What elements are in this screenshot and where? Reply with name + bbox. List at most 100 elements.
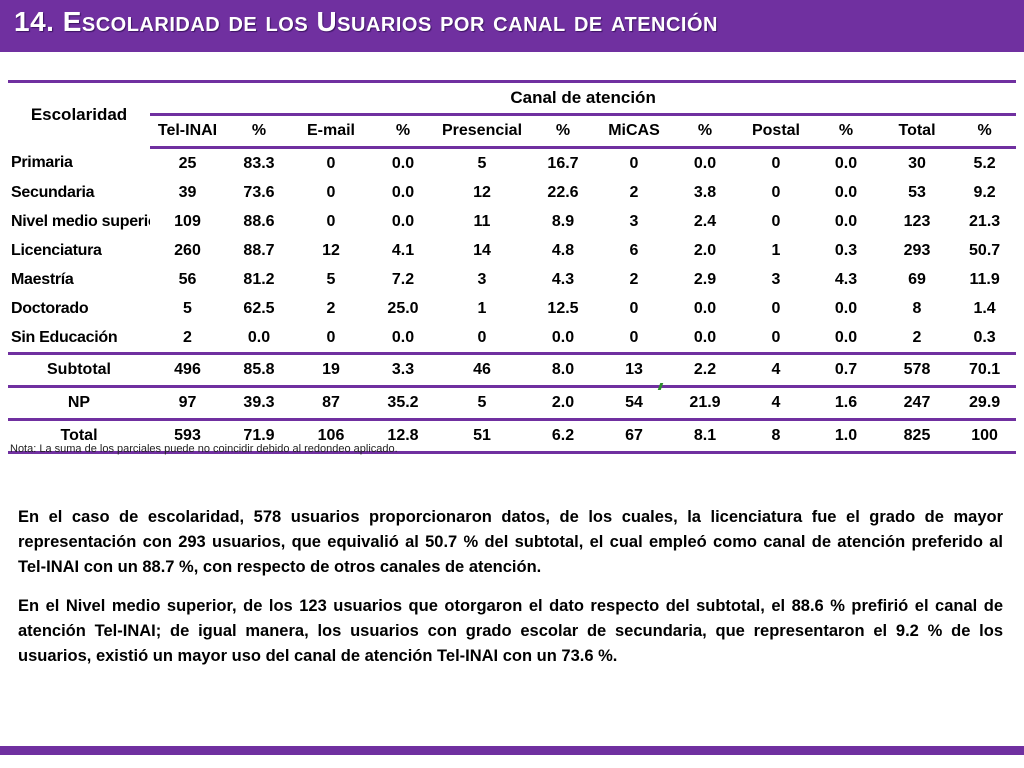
- table-cell: 8: [741, 418, 811, 454]
- table-cell: 100: [953, 418, 1017, 454]
- table-cell: 0.0: [834, 183, 858, 201]
- table-cell: 2.0: [527, 385, 599, 420]
- table-cell: 73.6: [243, 183, 275, 201]
- column-header: Tel-INAI: [150, 113, 225, 149]
- table-cell: 12: [322, 241, 340, 259]
- table-cell: 6: [629, 241, 639, 259]
- table-cell: 39: [178, 183, 197, 201]
- table-cell: 3: [477, 270, 487, 288]
- row-label: NP: [8, 385, 150, 420]
- table-cell: 4.8: [551, 241, 575, 259]
- table-cell: 0: [629, 299, 639, 317]
- table-cell: 7.2: [391, 270, 415, 288]
- table-cell: 5.2: [973, 154, 996, 172]
- table-cell: 12.5: [547, 299, 579, 317]
- column-header: %: [953, 113, 1017, 149]
- table-cell: 3: [629, 212, 639, 230]
- table-cell: 2: [183, 328, 192, 346]
- table-cell: 496: [150, 352, 225, 387]
- table-cell: 14: [473, 241, 491, 259]
- table-cell: 67: [599, 418, 669, 454]
- table-body: Escolaridad Canal de atención Tel-INAI% E…: [8, 80, 1017, 454]
- table-cell: 0.0: [247, 328, 271, 346]
- table-cell: 0.0: [693, 299, 717, 317]
- table-cell: 8.1: [669, 418, 741, 454]
- table-cell: 0: [771, 299, 781, 317]
- table-cell: 0.0: [693, 328, 717, 346]
- group-header-canal: Canal de atención: [150, 80, 1017, 115]
- table-cell: 6.2: [527, 418, 599, 454]
- table-cell: 22.6: [547, 183, 579, 201]
- table-cell: 2.9: [693, 270, 717, 288]
- table-cell: 83.3: [243, 154, 275, 172]
- table-cell: 247: [881, 385, 953, 420]
- row-label: Licenciatura: [11, 241, 102, 259]
- table-cell: 8.0: [527, 352, 599, 387]
- table-cell: 109: [174, 212, 201, 230]
- table-cell: 3.3: [369, 352, 437, 387]
- table-cell: 0: [477, 328, 487, 346]
- table-cell: 2.4: [693, 212, 717, 230]
- table-cell: 825: [881, 418, 953, 454]
- column-header: MiCAS: [599, 113, 669, 149]
- table-row: Sin Educación 2 0.0 0 0.0 0 0.0 0 0.0 0 0.0 2 0.3: [8, 323, 1016, 354]
- table-note: Nota: La suma de los parciales puede no …: [10, 443, 398, 455]
- table-cell: 2.2: [669, 352, 741, 387]
- table-cell: 0: [771, 154, 781, 172]
- table-cell: 0.0: [551, 328, 575, 346]
- table-cell: 11: [473, 212, 491, 230]
- table-row: NP 97 39.3 87 35.2 5 2.0 54 21.9 4 1.6 247 29.9: [8, 385, 1017, 420]
- table-cell: 11.9: [969, 270, 1000, 288]
- table-cell: 2: [912, 328, 922, 346]
- footer-bar: [0, 746, 1024, 755]
- table-cell: 0.3: [834, 241, 858, 259]
- table-cell: 97: [150, 385, 225, 420]
- table-row: Secundaria 39 73.6 0 0.0 12 22.6 2 3.8 0 0.0 53 9.2: [8, 178, 1016, 207]
- column-header: %: [369, 113, 437, 149]
- row-label: Doctorado: [11, 299, 89, 317]
- table-cell: 46: [437, 352, 527, 387]
- table-cell: 88.6: [243, 212, 275, 230]
- table-cell: 8.9: [551, 212, 575, 230]
- table-cell: 2: [629, 183, 639, 201]
- slide-title: 14. Escolaridad de los Usuarios por cana…: [14, 6, 718, 37]
- table-cell: 0: [771, 328, 781, 346]
- table-cell: 12.8: [369, 418, 437, 454]
- table-cell: 0.0: [391, 212, 415, 230]
- table-cell: 85.8: [225, 352, 293, 387]
- column-header: Total: [881, 113, 953, 149]
- row-label: Total: [8, 418, 150, 454]
- table-cell: 0: [771, 183, 781, 201]
- row-header-escolaridad: Escolaridad: [8, 80, 150, 148]
- table-cell: 2.0: [693, 241, 717, 259]
- table-cell: 4.3: [551, 270, 575, 288]
- escolaridad-table: Escolaridad Canal de atención Tel-INAI% E…: [8, 80, 1017, 454]
- table-row: Primaria 25 83.3 0 0.0 5 16.7 0 0.0 0 0.0 30 5.2: [8, 148, 1016, 179]
- table-cell: 39.3: [225, 385, 293, 420]
- row-label: Sin Educación: [11, 328, 118, 346]
- table-cell: 2: [629, 270, 639, 288]
- table-cell: 0: [629, 154, 639, 172]
- table-cell: 5: [183, 299, 192, 317]
- table-cell: 4.1: [391, 241, 415, 259]
- table-cell: 35.2: [369, 385, 437, 420]
- table-cell: 0: [629, 328, 639, 346]
- table-cell: 260: [174, 241, 201, 259]
- table-cell: 87: [293, 385, 369, 420]
- table-cell: 0: [326, 154, 336, 172]
- table-cell: 50.7: [969, 241, 1001, 259]
- table-cell: 25: [178, 154, 197, 172]
- escolaridad-table-container: Escolaridad Canal de atención Tel-INAI% E…: [8, 80, 1017, 454]
- header-row-group: Escolaridad Canal de atención: [8, 80, 1017, 148]
- table-cell: 8: [912, 299, 922, 317]
- table-cell: 0.0: [834, 328, 858, 346]
- table-cell: 0.3: [973, 328, 996, 346]
- paragraph-2: En el Nivel medio superior, de los 123 u…: [18, 597, 1003, 665]
- table-cell: 106: [293, 418, 369, 454]
- row-label: Nivel medio superior: [11, 212, 150, 230]
- table-row: Subtotal 496 85.8 19 3.3 46 8.0 13 2.2 4 0.7 578 70.…: [8, 352, 1017, 387]
- table-cell: 54: [599, 385, 669, 420]
- table-cell: 5: [326, 270, 336, 288]
- column-header: %: [811, 113, 881, 149]
- table-cell: 593: [150, 418, 225, 454]
